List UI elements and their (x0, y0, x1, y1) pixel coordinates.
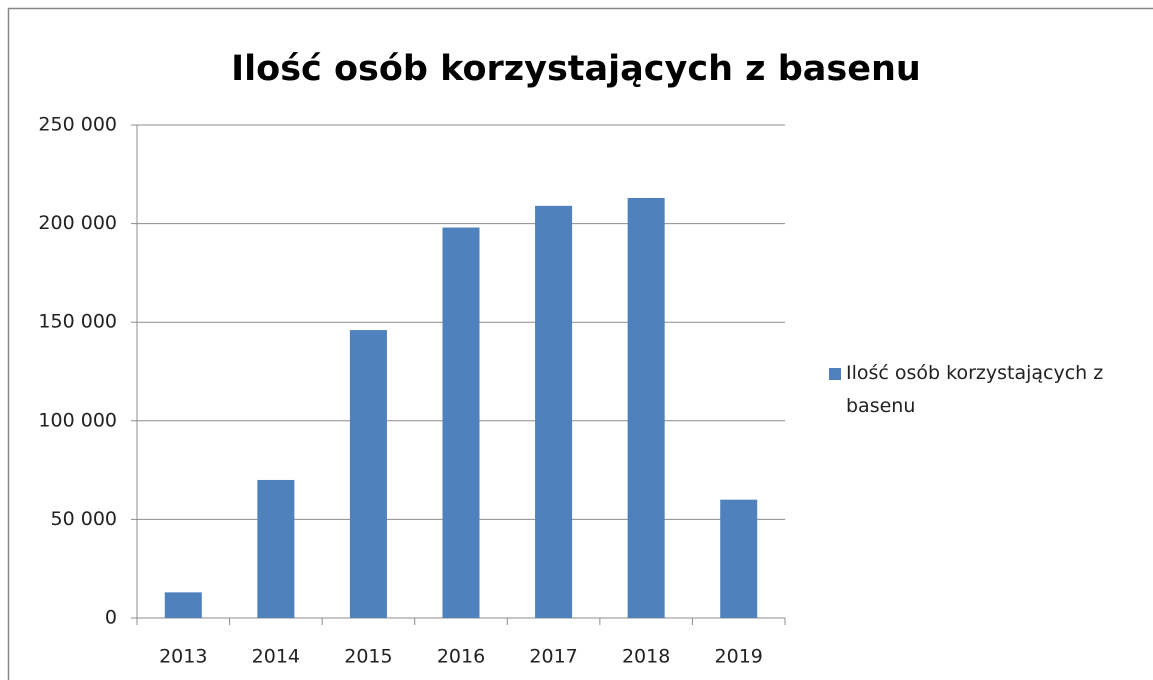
chart-frame (7, 7, 1153, 680)
x-tick-label: 2018 (622, 646, 670, 668)
bar (627, 197, 665, 619)
y-tick-label: 250 000 (38, 114, 117, 136)
chart-title: Ilość osób korzystających z basenu (231, 49, 921, 89)
legend-label: Ilość osób korzystających z basenu (846, 362, 1104, 417)
x-tick-label: 2016 (437, 646, 485, 668)
y-tick-label: 50 000 (51, 508, 117, 530)
x-tick-label: 2015 (344, 646, 392, 668)
bar (442, 227, 480, 618)
y-tick-label: 100 000 (38, 409, 117, 431)
bar (257, 479, 295, 618)
legend-swatch (829, 368, 841, 380)
bar (720, 499, 758, 618)
legend-entry: Ilość osób korzystających z basenu (846, 362, 1104, 417)
bar (164, 592, 202, 618)
x-tick-label: 2014 (252, 646, 300, 668)
x-tick-label: 2019 (715, 646, 763, 668)
y-tick-label: 200 000 (38, 212, 117, 234)
y-tick-label: 0 (105, 607, 117, 629)
x-tick-label: 2017 (529, 646, 577, 668)
bar (349, 330, 387, 618)
x-tick-label: 2013 (159, 646, 207, 668)
bar (535, 205, 573, 619)
y-tick-label: 150 000 (38, 311, 117, 333)
